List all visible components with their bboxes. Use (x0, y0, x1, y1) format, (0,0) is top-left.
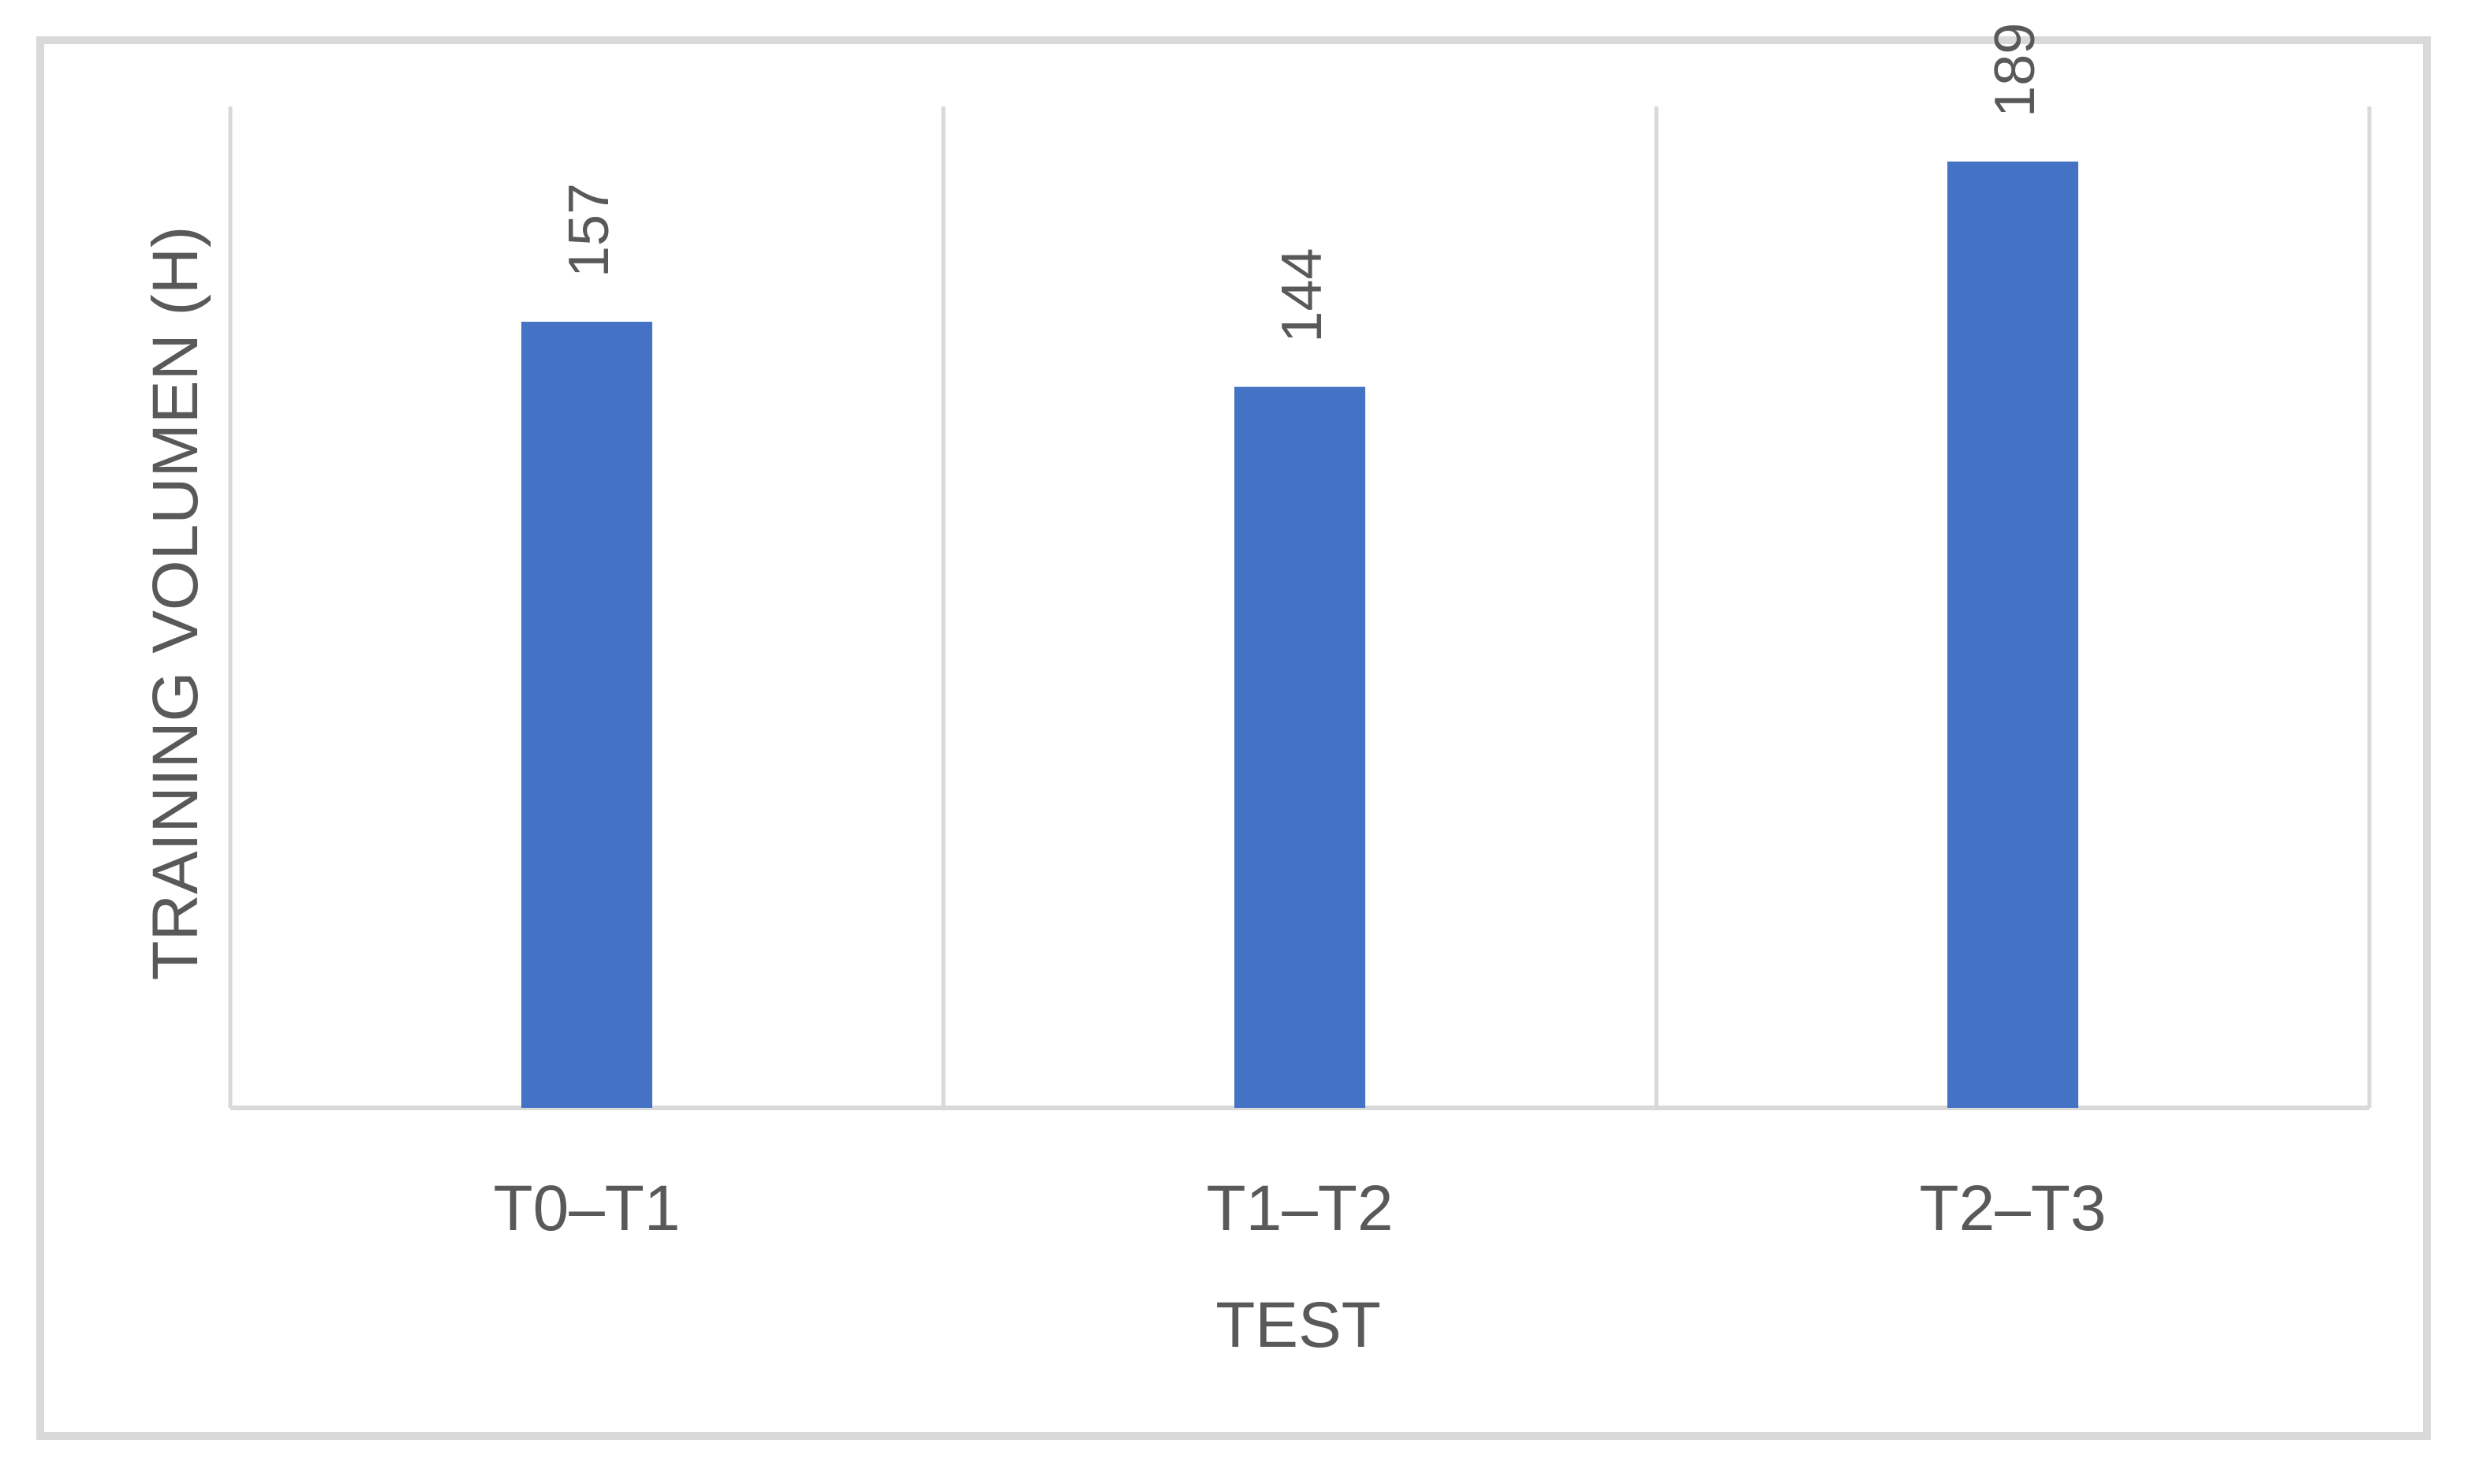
data-labels: 157 144 189 (558, 23, 2047, 343)
bar-series (521, 161, 2078, 1109)
data-label-2: 144 (1271, 248, 1334, 342)
bar-3 (1947, 161, 2078, 1109)
x-axis-title: TEST (1215, 1289, 1381, 1361)
data-label-3: 189 (1984, 23, 2047, 117)
data-label-1: 157 (558, 183, 621, 278)
x-tick-label-3: T2–T3 (1920, 1173, 2107, 1244)
x-tick-label-1: T0–T1 (494, 1173, 681, 1244)
bar-2 (1234, 386, 1365, 1109)
x-tick-label-2: T1–T2 (1207, 1173, 1394, 1244)
x-tick-labels: T0–T1 T1–T2 T2–T3 (494, 1173, 2107, 1244)
bar-1 (521, 322, 652, 1108)
y-axis-title: TRAINING VOLUMEN (H) (140, 226, 211, 981)
